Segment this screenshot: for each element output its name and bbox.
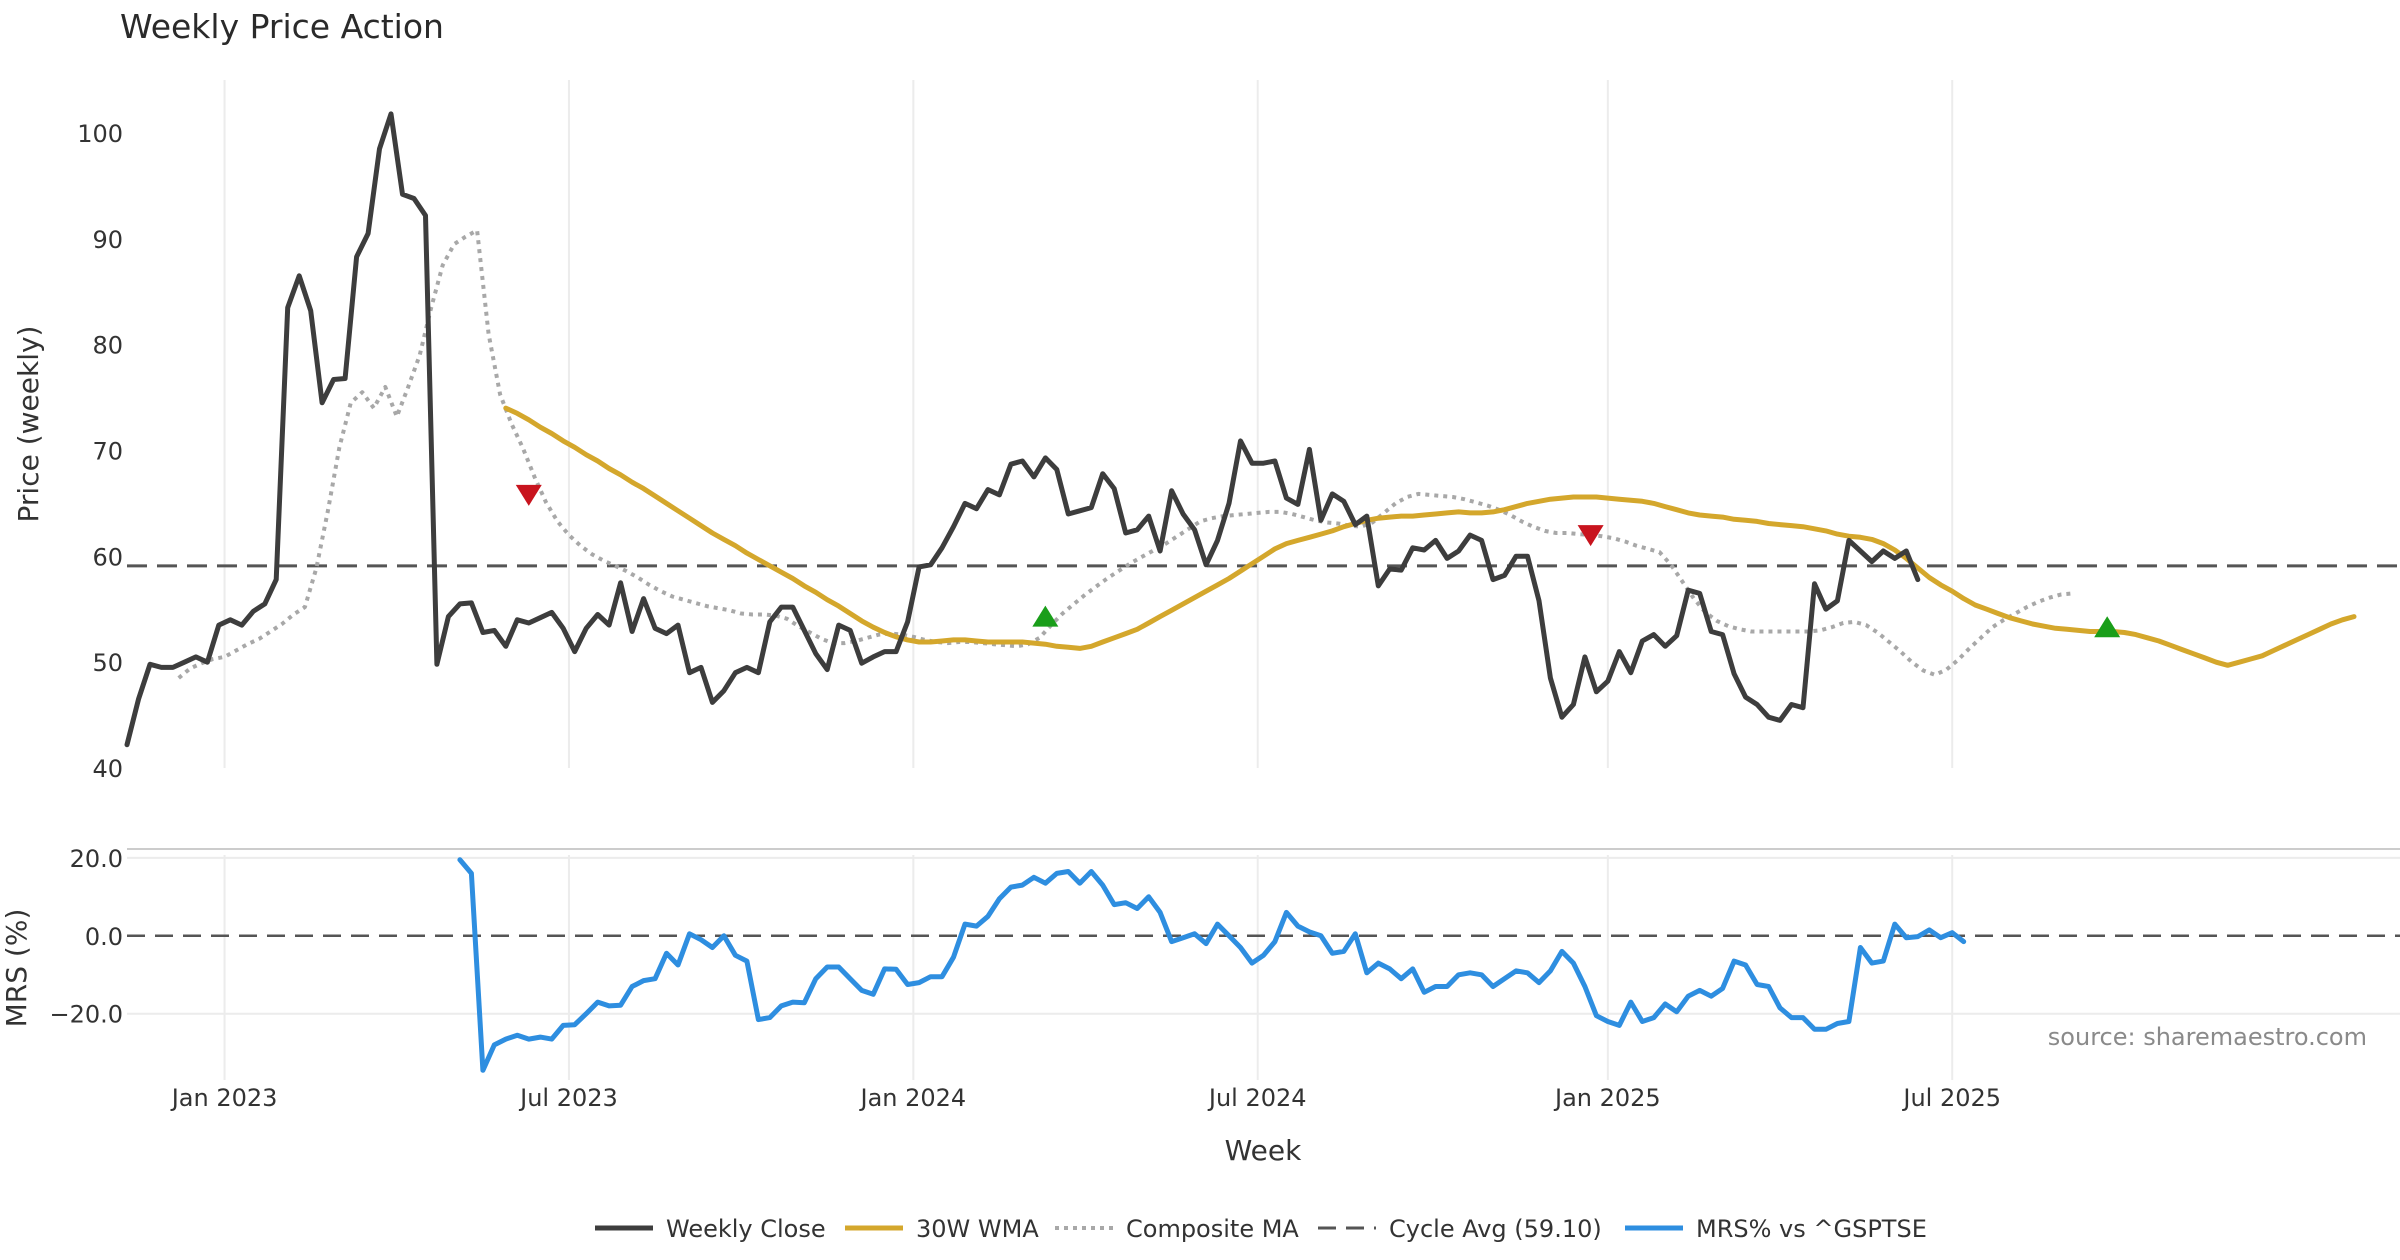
x-axis-label: Week: [1225, 1134, 1302, 1167]
price-y-tick-label: 80: [92, 332, 123, 360]
mrs-y-tick-label: −20.0: [49, 1001, 123, 1029]
weekly-close-line: [124, 111, 1921, 748]
legend-label: Composite MA: [1126, 1215, 1299, 1243]
legend-label: MRS% vs ^GSPTSE: [1696, 1215, 1927, 1243]
legend-label: Cycle Avg (59.10): [1389, 1215, 1602, 1243]
mrs-panel: 20.0 0.0 −20.0 MRS (%) source: sharemaestro.…: [0, 845, 2400, 1112]
price-y-tick-label: 90: [92, 226, 123, 254]
mrs-y-tick-label: 20.0: [70, 845, 123, 873]
x-tick-label: Jan 2024: [858, 1084, 966, 1112]
price-panel: 40 50 60 70 80 90 100 Price (weekly): [12, 80, 2400, 783]
sell-signal-marker: [515, 484, 542, 506]
x-tick-label: Jan 2025: [1553, 1084, 1661, 1112]
legend-label: Weekly Close: [666, 1215, 826, 1243]
mrs-y-tick-label: 0.0: [85, 923, 123, 951]
buy-signal-marker: [1032, 605, 1059, 627]
wma-line: [503, 405, 2357, 668]
sell-signal-marker: [1577, 525, 1604, 547]
chart-title: Weekly Price Action: [120, 7, 444, 46]
price-y-tick-label: 40: [92, 755, 123, 783]
buy-signal-marker: [2094, 616, 2121, 638]
price-y-tick-label: 50: [92, 649, 123, 677]
x-tick-label: Jul 2025: [1901, 1084, 2001, 1112]
price-y-tick-label: 60: [92, 543, 123, 571]
x-tick-label: Jul 2023: [518, 1084, 618, 1112]
legend: Weekly Close 30W WMA Composite MA Cycle Avg…: [595, 1215, 1927, 1243]
mrs-y-axis-label: MRS (%): [0, 909, 33, 1028]
price-y-tick-label: 70: [92, 437, 123, 465]
price-y-tick-label: 100: [77, 120, 123, 148]
mrs-line: [457, 857, 1967, 1073]
x-tick-label: Jul 2024: [1207, 1084, 1307, 1112]
legend-label: 30W WMA: [916, 1215, 1039, 1243]
composite-ma-line: [177, 228, 2073, 680]
x-tick-label: Jan 2023: [170, 1084, 278, 1112]
source-note: source: sharemaestro.com: [2048, 1023, 2367, 1051]
price-y-axis-label: Price (weekly): [12, 326, 45, 523]
